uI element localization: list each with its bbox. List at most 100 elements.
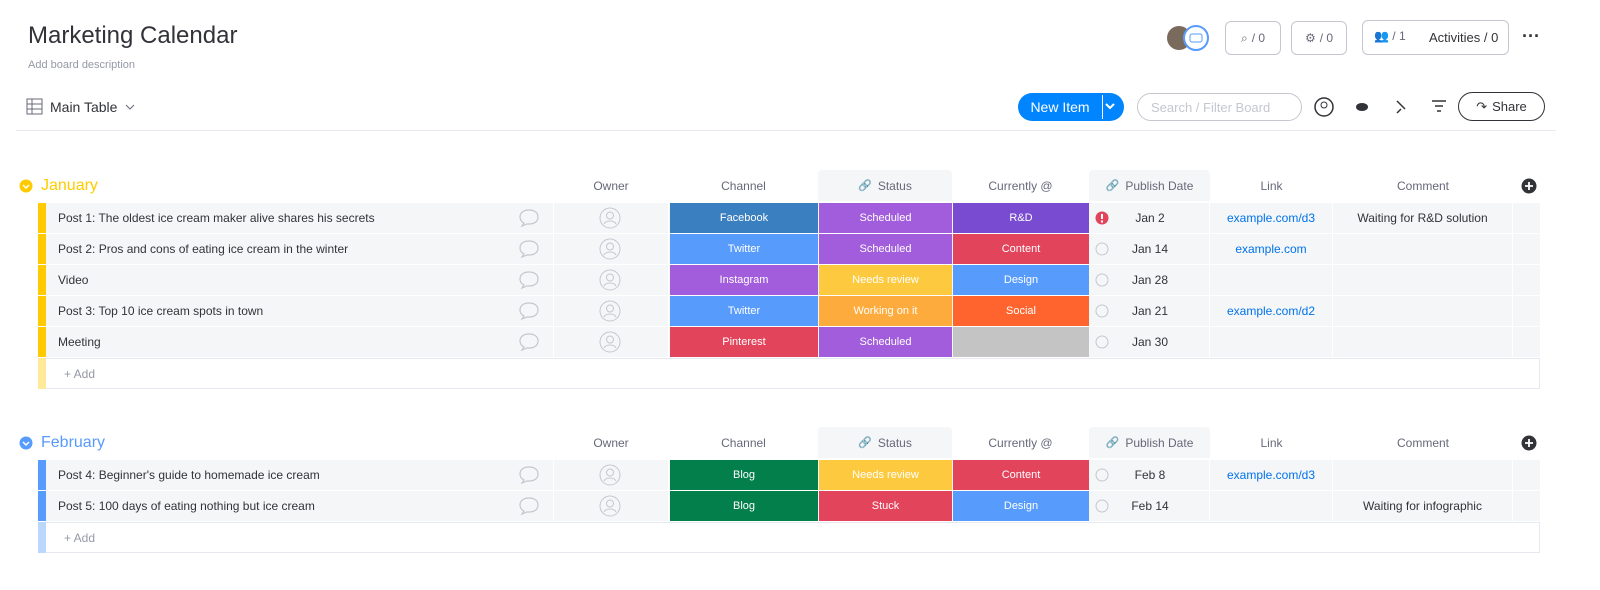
column-header[interactable]: Link [1210, 170, 1333, 201]
cell-divider [1209, 327, 1210, 357]
publish-date[interactable]: Jan 28 [1131, 273, 1169, 287]
updates-button[interactable]: ⌕/ 0 [1225, 21, 1281, 55]
currently-label[interactable]: R&D [953, 203, 1089, 233]
column-header[interactable]: Channel [669, 170, 818, 201]
search-input[interactable]: Search / Filter Board [1137, 93, 1302, 121]
row-color-bar [38, 491, 46, 521]
filter-icon[interactable] [1431, 98, 1447, 114]
board-title[interactable]: Marketing Calendar [28, 22, 238, 49]
item-name[interactable]: Post 3: Top 10 ice cream spots in town [58, 304, 264, 318]
add-item[interactable]: + Add [64, 367, 96, 381]
toolbar-icons[interactable] [1313, 96, 1423, 118]
channel-label[interactable]: Twitter [670, 234, 818, 264]
more-menu[interactable]: ··· [1522, 26, 1540, 46]
item-name[interactable]: Post 2: Pros and cons of eating ice crea… [58, 242, 349, 256]
comment-icon [518, 239, 540, 259]
currently-label[interactable] [953, 327, 1089, 357]
currently-label[interactable]: Design [953, 491, 1089, 521]
board-description[interactable]: Add board description [28, 59, 136, 71]
column-title: Link [1260, 178, 1283, 193]
comment-icon-svg [519, 271, 539, 290]
column-header[interactable]: Owner [553, 170, 669, 201]
status-label[interactable]: Scheduled [819, 203, 952, 233]
status-label[interactable]: Scheduled [819, 234, 952, 264]
cell-divider [1512, 327, 1513, 357]
status-label[interactable]: Stuck [819, 491, 952, 521]
channel-label[interactable]: Facebook [670, 203, 818, 233]
new-item-chevron[interactable] [1105, 102, 1115, 110]
currently-label[interactable]: Content [953, 234, 1089, 264]
publish-date[interactable]: Jan 21 [1131, 304, 1169, 318]
column-header[interactable]: Link [1210, 427, 1333, 458]
channel-label[interactable]: Twitter [670, 296, 818, 326]
link[interactable]: example.com/d3 [1226, 468, 1316, 482]
members-count[interactable]: 👥 / 1 [1374, 29, 1406, 43]
column-header[interactable]: 🔗 Publish Date [1089, 170, 1210, 201]
item-name[interactable]: Video [58, 273, 89, 287]
view-tab[interactable]: Main Table [50, 99, 118, 115]
group-title[interactable]: January [41, 177, 98, 194]
column-header[interactable]: Currently @ [952, 170, 1089, 201]
link[interactable]: example.com [1235, 242, 1307, 256]
column-header[interactable]: Comment [1333, 170, 1513, 201]
integrations-button[interactable]: ⚙/ 0 [1291, 21, 1347, 55]
group-title[interactable]: February [41, 434, 106, 451]
column-header[interactable]: 🔗 Publish Date [1089, 427, 1210, 458]
column-title: Status [877, 435, 912, 450]
link-icon: 🔗 [858, 180, 872, 192]
group-toggle-svg [19, 179, 33, 193]
publish-date[interactable]: Feb 14 [1131, 499, 1169, 513]
column-header[interactable]: 🔗 Status [818, 170, 952, 201]
status-label[interactable]: Needs review [819, 265, 952, 295]
row-color-bar [38, 296, 46, 326]
members-activity[interactable] [1362, 20, 1509, 55]
comment[interactable]: Waiting for R&D solution [1357, 211, 1488, 225]
column-header[interactable]: Owner [553, 427, 669, 458]
owner-icon-svg [599, 207, 621, 229]
column-header[interactable]: 🔗 Status [818, 427, 952, 458]
item-name[interactable]: Post 4: Beginner's guide to homemade ice… [58, 468, 320, 482]
group-toggle [19, 179, 33, 193]
avatars[interactable] [1166, 25, 1212, 51]
column-title: Publish Date [1125, 178, 1194, 193]
link[interactable]: example.com/d2 [1226, 304, 1316, 318]
channel-label[interactable]: Blog [670, 491, 818, 521]
cell-divider [553, 296, 554, 326]
comment[interactable]: Waiting for infographic [1363, 499, 1482, 513]
publish-date[interactable]: Jan 14 [1131, 242, 1169, 256]
item-name[interactable]: Post 1: The oldest ice cream maker alive… [58, 211, 375, 225]
owner-icon-svg [599, 464, 621, 486]
channel-label[interactable]: Instagram [670, 265, 818, 295]
column-header[interactable]: Channel [669, 427, 818, 458]
column-header[interactable]: Currently @ [952, 427, 1089, 458]
comment-icon [518, 301, 540, 321]
new-item-button[interactable]: New Item [1018, 93, 1124, 121]
item-name[interactable]: Meeting [58, 335, 101, 349]
channel-label[interactable]: Blog [670, 460, 818, 490]
add-item[interactable]: + Add [64, 531, 96, 545]
cell-divider [1512, 203, 1513, 233]
activities[interactable]: Activities / 0 [1429, 30, 1499, 45]
share-button[interactable]: ↷ Share [1458, 92, 1545, 121]
publish-date[interactable]: Jan 30 [1131, 335, 1169, 349]
date-check-svg [1095, 468, 1109, 482]
status-label[interactable]: Needs review [819, 460, 952, 490]
column-header[interactable]: Comment [1333, 427, 1513, 458]
owner-icon [599, 495, 621, 517]
owner-icon [599, 464, 621, 486]
column-title: Owner [593, 178, 629, 193]
currently-label[interactable]: Content [953, 460, 1089, 490]
currently-label[interactable]: Social [953, 296, 1089, 326]
owner-icon [599, 269, 621, 291]
channel-label[interactable]: Pinterest [670, 327, 818, 357]
row-color-bar [38, 460, 46, 490]
currently-label[interactable]: Design [953, 265, 1089, 295]
status-label[interactable]: Scheduled [819, 327, 952, 357]
group-toggle [19, 436, 33, 450]
view-chevron[interactable] [125, 103, 135, 111]
status-label[interactable]: Working on it [819, 296, 952, 326]
link[interactable]: example.com/d3 [1226, 211, 1316, 225]
publish-date[interactable]: Feb 8 [1134, 468, 1166, 482]
publish-date[interactable]: Jan 2 [1135, 211, 1165, 225]
item-name[interactable]: Post 5: 100 days of eating nothing but i… [58, 499, 315, 513]
